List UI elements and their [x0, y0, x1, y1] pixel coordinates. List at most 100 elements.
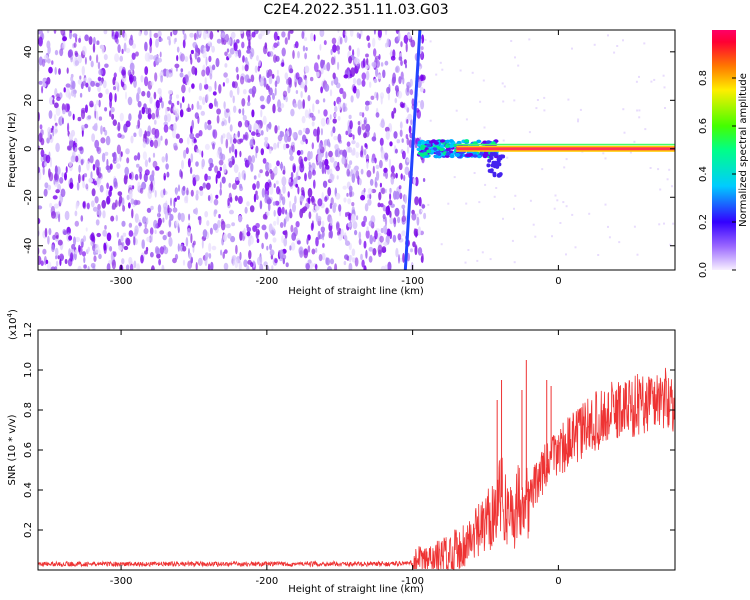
colorbar: 0.0 0.2 0.4 0.6 0.8 Normalized spectral ampl…: [698, 30, 749, 278]
noise-blob: [276, 69, 279, 76]
noise-blob: [241, 41, 245, 49]
noise-blob: [338, 234, 343, 241]
noise-blob: [96, 146, 102, 155]
noise-blob: [360, 145, 364, 156]
noise-blob: [393, 131, 398, 139]
sparse-noise-dot: [672, 222, 675, 225]
noise-blob: [237, 195, 243, 205]
noise-blob: [317, 109, 320, 114]
noise-blob: [274, 200, 280, 206]
noise-blob: [352, 134, 355, 140]
noise-blob: [52, 195, 58, 200]
noise-blob: [52, 99, 55, 105]
noise-blob: [402, 150, 406, 160]
noise-blob: [269, 148, 272, 154]
noise-blob: [378, 54, 381, 61]
signal-blob: [422, 152, 428, 156]
noise-blob: [364, 63, 369, 70]
noise-blob: [176, 55, 179, 62]
noise-blob: [337, 30, 340, 33]
noise-blob: [325, 207, 329, 215]
noise-blob: [322, 59, 325, 66]
noise-blob: [216, 115, 220, 124]
noise-blob: [395, 65, 400, 73]
noise-blob: [129, 263, 134, 270]
noise-blob: [115, 214, 119, 222]
noise-blob: [355, 151, 360, 159]
noise-blob: [125, 237, 131, 246]
noise-blob: [380, 62, 384, 67]
noise-blob: [186, 187, 189, 196]
noise-blob: [198, 105, 202, 110]
noise-blob: [318, 161, 323, 169]
noise-blob: [383, 241, 388, 246]
noise-blob: [321, 191, 324, 202]
noise-blob: [112, 77, 116, 86]
noise-blob: [310, 76, 314, 82]
noise-blob: [384, 188, 388, 194]
noise-blob: [217, 30, 220, 33]
noise-blob: [51, 211, 56, 219]
noise-blob: [352, 85, 357, 94]
noise-blob: [66, 226, 71, 235]
noise-blob: [332, 72, 336, 80]
sparse-noise-dot: [482, 79, 485, 82]
noise-blob: [398, 162, 403, 171]
noise-blob: [86, 202, 90, 210]
signal-tail-blob: [486, 163, 491, 168]
signal-blob: [472, 154, 478, 158]
sparse-noise-dot: [543, 96, 546, 99]
noise-blob: [410, 248, 413, 253]
noise-blob: [163, 172, 166, 180]
noise-blob: [182, 39, 186, 49]
noise-blob: [195, 190, 199, 196]
noise-blob: [329, 156, 335, 163]
noise-blob: [326, 61, 331, 72]
noise-blob: [322, 180, 328, 188]
noise-blob: [40, 137, 45, 146]
noise-blob: [54, 66, 57, 75]
noise-blob: [400, 60, 403, 66]
noise-blob: [384, 42, 388, 48]
noise-blob: [215, 57, 220, 68]
noise-blob: [346, 141, 351, 147]
noise-blob: [181, 84, 186, 94]
noise-blob: [153, 219, 158, 229]
noise-blob: [319, 30, 325, 38]
noise-blob: [357, 121, 361, 126]
signal-tail-blob: [492, 171, 497, 176]
noise-blob: [365, 53, 369, 58]
noise-blob: [332, 44, 337, 53]
noise-blob: [364, 203, 369, 212]
noise-blob: [165, 107, 168, 115]
noise-blob: [76, 182, 80, 191]
noise-blob: [281, 196, 286, 206]
noise-blob: [311, 121, 315, 127]
noise-blob: [204, 143, 210, 150]
noise-blob: [405, 86, 410, 96]
noise-blob: [300, 149, 304, 155]
noise-blob: [343, 260, 347, 266]
noise-blob: [407, 252, 410, 262]
noise-blob: [134, 213, 139, 224]
noise-blob: [273, 31, 278, 41]
noise-blob: [329, 216, 333, 227]
noise-blob: [233, 81, 238, 89]
noise-blob: [67, 122, 70, 133]
noise-blob: [202, 50, 207, 59]
snr-panel: -300 -200 -100 0 0.2 0.4 0.6 0.8 1.0 1.2 Height o…: [6, 309, 676, 595]
noise-blob: [229, 124, 233, 132]
noise-blob: [260, 255, 263, 265]
noise-blob: [221, 237, 225, 246]
noise-blob: [361, 72, 367, 81]
noise-blob: [272, 201, 276, 206]
noise-blob: [223, 262, 229, 270]
sparse-noise-dot: [513, 99, 516, 102]
noise-blob: [290, 108, 295, 117]
noise-blob: [351, 213, 356, 224]
noise-blob: [302, 99, 306, 109]
noise-blob: [79, 75, 82, 80]
noise-blob: [400, 173, 403, 180]
noise-blob: [191, 83, 195, 89]
